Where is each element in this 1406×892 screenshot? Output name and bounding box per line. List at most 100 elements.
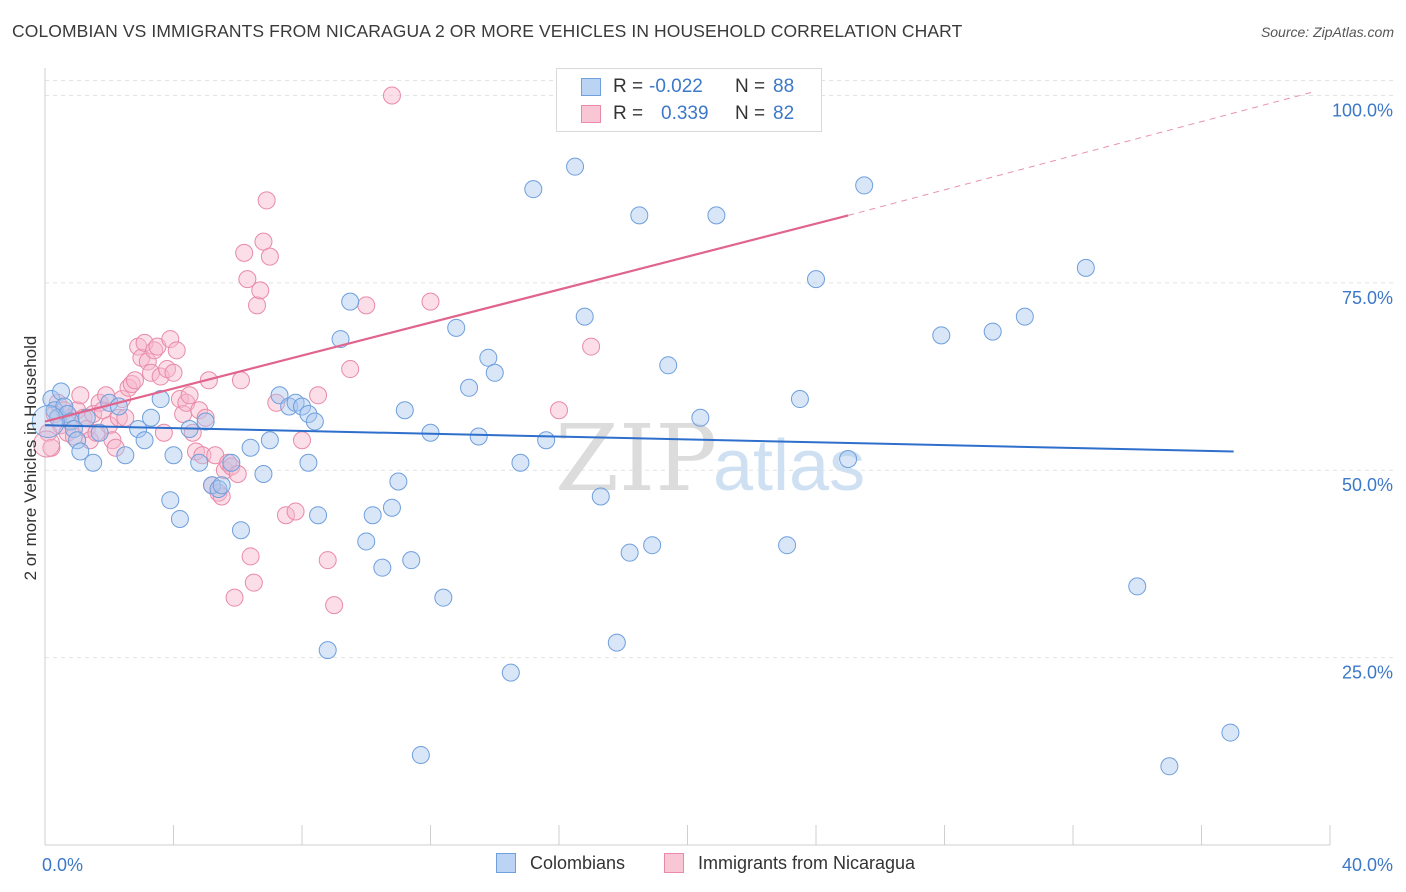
nicaragua-point	[582, 337, 601, 356]
colombian-point	[299, 453, 318, 472]
colombian-point	[222, 453, 241, 472]
colombian-point	[607, 633, 626, 652]
colombian-point	[855, 176, 874, 195]
colombian-point	[363, 506, 382, 525]
legend-r-value: -0.022	[649, 76, 703, 97]
legend-row-nicaragua: R = 0.339 N = 82	[557, 102, 821, 128]
colombian-point	[501, 663, 520, 682]
nicaragua-point	[293, 431, 311, 450]
colombian-point	[357, 532, 376, 551]
colombian-point	[485, 363, 504, 382]
bottom-legend-swatch-blue	[496, 853, 516, 873]
legend-n-label: N =	[735, 103, 766, 124]
colombian-point	[566, 157, 585, 176]
colombian-point	[395, 401, 414, 420]
nicaragua-point	[225, 588, 244, 607]
colombian-point	[1015, 307, 1034, 326]
correlation-legend: R = -0.022 N = 88 R = 0.339 N = 82	[556, 68, 822, 132]
nicaragua-point	[286, 502, 305, 521]
nicaragua-point	[251, 281, 270, 300]
y-axis-label: 2 or more Vehicles in Household	[21, 336, 40, 581]
nicaragua-point	[161, 330, 180, 349]
nicaragua-point	[100, 416, 119, 435]
trend-lines	[44, 91, 1315, 453]
colombian-point	[190, 453, 209, 472]
watermark-atlas: atlas	[713, 426, 865, 506]
colombian-point	[164, 446, 183, 465]
colombian-point	[575, 307, 594, 326]
colombian-point	[135, 431, 154, 450]
nicaragua-point	[318, 551, 337, 570]
colombian-point	[1128, 577, 1147, 596]
colombian-point	[1076, 258, 1095, 277]
nicaragua-points	[33, 86, 601, 615]
nicaragua-point	[138, 352, 157, 371]
legend-n-value: 82	[773, 103, 795, 124]
colombian-point	[643, 536, 662, 555]
legend-n-label: N =	[735, 76, 766, 97]
colombian-point	[434, 588, 453, 607]
legend-row-colombians: R = -0.022 N = 88	[557, 75, 821, 101]
colombian-point	[932, 326, 951, 345]
nicaragua-point	[248, 296, 267, 315]
colombian-point	[839, 449, 858, 468]
colombian-point	[299, 405, 318, 424]
nicaragua-point	[167, 341, 186, 360]
colombian-point	[318, 641, 337, 660]
y-tick-label: 25.0%	[1342, 663, 1393, 683]
nicaragua-point	[125, 371, 144, 390]
nicaragua-point	[71, 386, 90, 405]
bottom-legend-label: Immigrants from Nicaragua	[698, 853, 916, 873]
colombian-point	[161, 491, 180, 510]
colombian-point	[630, 206, 649, 225]
colombian-point	[659, 356, 678, 375]
colombian-point	[807, 270, 825, 289]
colombian-point	[537, 431, 556, 450]
colombian-point	[460, 378, 479, 397]
colombian-point	[1221, 723, 1240, 742]
nicaragua-point	[257, 191, 276, 210]
chart-title: COLOMBIAN VS IMMIGRANTS FROM NICARAGUA 2…	[12, 21, 963, 41]
y-tick-label: 75.0%	[1342, 288, 1393, 308]
colombian-point	[309, 506, 328, 525]
legend-r-label: R =	[613, 103, 644, 124]
legend-n-value: 88	[773, 76, 795, 97]
nicaragua-point	[164, 363, 183, 382]
nicaragua-point	[235, 243, 254, 262]
colombian-point	[68, 431, 87, 450]
legend-swatch-pink	[581, 105, 601, 123]
bottom-legend-label: Colombians	[530, 853, 626, 873]
nicaragua-point	[276, 506, 295, 525]
colombian-point	[524, 180, 543, 199]
colombian-point	[1160, 757, 1179, 776]
nicaragua-point	[550, 401, 568, 420]
nicaragua-point	[231, 371, 250, 390]
nicaragua-point	[106, 438, 125, 457]
colombian-point	[620, 543, 639, 562]
colombian-point	[305, 412, 324, 431]
colombian-point	[129, 420, 148, 439]
colombian-point	[331, 330, 350, 349]
colombian-point	[170, 509, 189, 528]
nicaragua-point	[325, 596, 344, 615]
nicaragua-point	[180, 386, 199, 405]
nicaragua-point	[309, 386, 328, 405]
watermark-zip: ZIP	[555, 405, 717, 512]
nicaragua-point	[244, 573, 263, 592]
x-tick-label: 0.0%	[42, 855, 83, 875]
colombian-point	[260, 431, 279, 450]
y-tick-label: 100.0%	[1332, 100, 1393, 120]
colombian-point	[411, 746, 430, 765]
nicaragua-trend-line	[44, 214, 849, 423]
x-tick-labels: 0.0% 40.0%	[42, 855, 1393, 875]
colombian-point	[373, 558, 392, 577]
colombian-point	[293, 397, 311, 416]
colombian-point	[469, 427, 488, 446]
colombian-point	[691, 408, 710, 427]
nicaragua-point	[341, 360, 360, 379]
colombian-point	[64, 420, 83, 439]
nicaragua-point	[260, 247, 279, 266]
colombian-point	[778, 536, 797, 555]
x-tick-label: 40.0%	[1342, 855, 1393, 875]
